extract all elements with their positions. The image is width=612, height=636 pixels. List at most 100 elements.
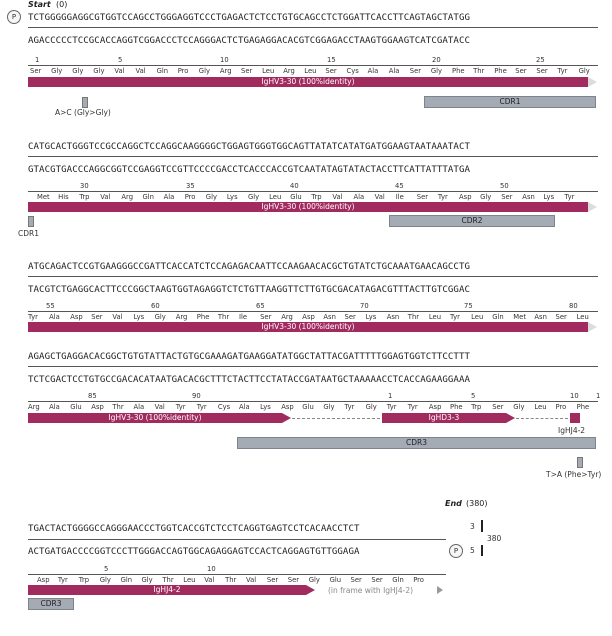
- amino-acid-label: Asp: [37, 576, 50, 584]
- amino-acid-label: Ala: [49, 313, 60, 321]
- amino-acid-label: Tyr: [450, 313, 460, 321]
- amino-acid-label: Val: [154, 403, 165, 411]
- row4-ighj-feature[interactable]: [570, 413, 580, 423]
- row3-ighv-feature[interactable]: IgHV3-30 (100%identity): [28, 322, 588, 332]
- amino-acid-label: Glu: [302, 403, 314, 411]
- row2-num-45: 45: [395, 182, 404, 190]
- amino-acid-label: Gly: [99, 576, 111, 584]
- row4-mutation-mark[interactable]: [577, 457, 583, 468]
- amino-acid-label: Ser: [287, 576, 300, 584]
- row3-num-60: 60: [151, 302, 160, 310]
- amino-acid-label: Thr: [225, 576, 237, 584]
- amino-acid-label: Met: [513, 313, 527, 321]
- row4-ruler: [28, 366, 598, 374]
- amino-acid-label: Asp: [91, 403, 104, 411]
- amino-acid-label: Ser: [555, 313, 567, 321]
- start-label: Start: [28, 0, 51, 9]
- amino-acid-label: Lys: [260, 403, 271, 411]
- row2-num-30: 30: [80, 182, 89, 190]
- row5-top-strand: TGACTACTGGGGCCAGGGAACCCTGGTCACCGTCTCCTCA…: [28, 524, 360, 534]
- amino-acid-label: Trp: [311, 193, 322, 201]
- amino-acid-label: Gly: [248, 193, 260, 201]
- row2-cdr2[interactable]: CDR2: [389, 215, 555, 227]
- end-marker[interactable]: P: [449, 544, 463, 558]
- amino-acid-label: Asp: [428, 403, 442, 411]
- amino-acid-label: Asp: [302, 313, 315, 321]
- amino-acid-label: Val: [135, 67, 146, 75]
- amino-acid-label: Ala: [49, 403, 60, 411]
- amino-acid-label: Gly: [93, 67, 105, 75]
- row5-cdr3[interactable]: CDR3: [28, 598, 74, 610]
- amino-acid-label: Leu: [534, 403, 547, 411]
- amino-acid-label: Gln: [156, 67, 169, 75]
- amino-acid-label: Gly: [51, 67, 63, 75]
- amino-acid-label: Ser: [325, 67, 337, 75]
- amino-acid-label: Ser: [91, 313, 103, 321]
- row2-bottom-strand: GTACGTGACCCAGGCGGTCCGAGGTCCGTTCCCCGACCTC…: [28, 165, 470, 175]
- amino-acid-label: Gly: [480, 193, 492, 201]
- row1-cdr1[interactable]: CDR1: [424, 96, 596, 108]
- amino-acid-label: Asp: [70, 313, 83, 321]
- row4-junction-2: [516, 418, 568, 419]
- row4-ighv-feature[interactable]: IgHV3-30 (100%identity): [28, 413, 282, 423]
- row1-feature-arrow: [588, 77, 597, 87]
- amino-acid-label: Trp: [78, 576, 90, 584]
- row5-ighj-feature[interactable]: IgHJ4-2: [28, 585, 306, 595]
- amino-acid-label: Arg: [175, 313, 188, 321]
- amino-acid-label: Cys: [346, 67, 359, 75]
- row2-cdr1-end[interactable]: [28, 216, 34, 227]
- row5-ighj-arrow: [306, 585, 315, 595]
- row1-mutation-mark[interactable]: [82, 97, 88, 108]
- amino-acid-label: Val: [204, 576, 215, 584]
- amino-acid-label: Ser: [241, 67, 253, 75]
- amino-acid-label: Ile: [395, 193, 404, 201]
- end-tick-top: [481, 520, 483, 532]
- amino-acid-label: Gly: [141, 576, 153, 584]
- amino-acid-label: Gly: [323, 403, 335, 411]
- row3-num-65: 65: [256, 302, 265, 310]
- amino-acid-label: Tyr: [57, 576, 68, 584]
- row3-num-75: 75: [464, 302, 473, 310]
- amino-acid-label: Leu: [428, 313, 442, 321]
- amino-acid-label: Pro: [555, 403, 567, 411]
- amino-acid-label: Val: [100, 193, 111, 201]
- amino-acid-label: Arg: [281, 313, 293, 321]
- row3-num-55: 55: [46, 302, 55, 310]
- row4-mutation-label: T>A (Phe>Tyr): [546, 470, 602, 479]
- amino-acid-label: Trp: [79, 193, 90, 201]
- amino-acid-label: Tyr: [557, 67, 568, 75]
- amino-acid-label: Gly: [365, 403, 377, 411]
- row3-feature-arrow: [588, 322, 597, 332]
- row1-aa: Ser Gly Gly Gly Val Val Gln Pro Gly Arg Ser Leu Arg L…: [30, 67, 600, 76]
- amino-acid-label: Thr: [217, 313, 230, 321]
- row3-aa-ruler: [28, 311, 598, 319]
- row3-top-strand: ATGCAGACTCCGTGAAGGGCCGATTCACCATCTCCAGAGA…: [28, 262, 470, 272]
- amino-acid-label: Ser: [266, 576, 279, 584]
- row4-cdr3[interactable]: CDR3: [237, 437, 596, 449]
- row1-aa-ruler: [28, 65, 598, 73]
- row2-ighv-feature[interactable]: IgHV3-30 (100%identity): [28, 202, 588, 212]
- amino-acid-label: Ser: [371, 576, 383, 584]
- row4-aa: Arg Ala Glu Asp Thr Ala Val Tyr Tyr Cys Ala Lys Asp G…: [28, 403, 603, 412]
- row4-j-num-1: 1: [596, 392, 601, 400]
- amino-acid-label: Arg: [28, 403, 40, 411]
- start-marker[interactable]: P: [7, 10, 21, 24]
- row4-aa-ruler: [28, 401, 598, 409]
- amino-acid-label: Phe: [576, 403, 590, 411]
- amino-acid-label: Tyr: [407, 403, 418, 411]
- row3-aa: Tyr Ala Asp Ser Val Lys Gly Arg Phe Thr Ile Ser Arg A…: [28, 313, 598, 322]
- row1-ighv-feature[interactable]: IgHV3-30 (100%identity): [28, 77, 588, 87]
- row1-num-10: 10: [220, 56, 229, 64]
- amino-acid-label: Ala: [367, 67, 379, 75]
- amino-acid-label: Phe: [450, 403, 463, 411]
- amino-acid-label: Pro: [184, 193, 196, 201]
- amino-acid-label: Leu: [576, 313, 589, 321]
- amino-acid-label: Gln: [120, 576, 133, 584]
- row4-ighv-arrow: [282, 413, 291, 423]
- amino-acid-label: Ser: [344, 313, 356, 321]
- amino-acid-label: Ser: [30, 67, 42, 75]
- amino-acid-label: Ala: [163, 193, 175, 201]
- amino-acid-label: Asp: [281, 403, 294, 411]
- row4-ighd-feature[interactable]: IgHD3-3: [382, 413, 506, 423]
- amino-acid-label: Thr: [112, 403, 124, 411]
